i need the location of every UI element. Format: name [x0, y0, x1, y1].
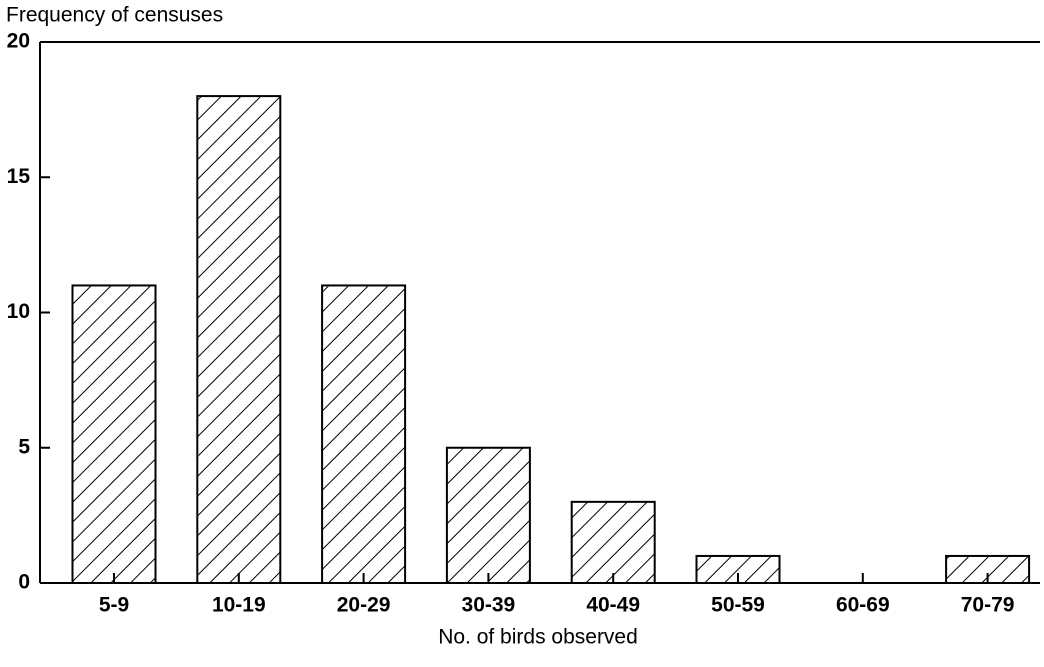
x-tick-label: 5-9: [99, 594, 129, 617]
bar: [196, 95, 282, 584]
x-tick-label: 70-79: [961, 594, 1015, 617]
y-axis-title: Frequency of censuses: [6, 4, 223, 27]
x-tick-label: 50-59: [711, 594, 765, 617]
bar: [570, 500, 656, 585]
x-axis-title: No. of birds observed: [438, 626, 638, 649]
bar: [321, 284, 407, 584]
x-tick-label: 60-69: [836, 594, 890, 617]
y-tick-label: 10: [7, 300, 30, 323]
bar: [445, 446, 531, 584]
y-tick-label: 20: [7, 30, 30, 53]
bar: [71, 284, 157, 584]
y-tick-label: 15: [7, 165, 31, 188]
y-tick-label: 0: [18, 571, 30, 594]
x-tick-label: 40-49: [586, 594, 640, 617]
y-tick-label: 5: [18, 435, 30, 458]
x-tick-label: 30-39: [462, 594, 516, 617]
x-tick-label: 10-19: [212, 594, 266, 617]
x-tick-label: 20-29: [337, 594, 391, 617]
